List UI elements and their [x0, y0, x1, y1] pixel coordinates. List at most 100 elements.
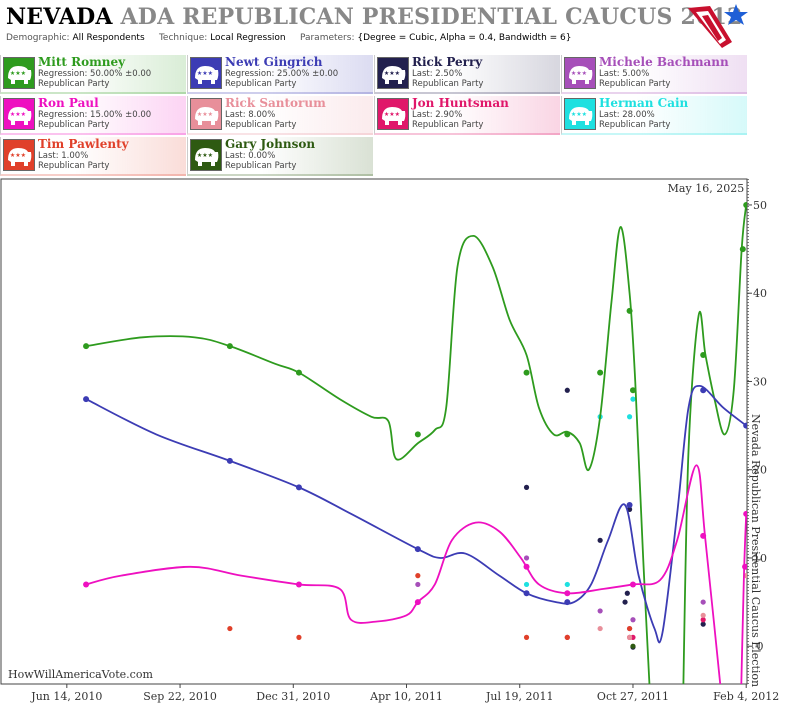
legend-party: Republican Party	[225, 120, 297, 130]
series-point-mitt-romney	[743, 201, 747, 208]
y-tick-label: 10	[753, 552, 767, 565]
scatter-point	[564, 581, 570, 588]
y-tick-label: 0	[757, 640, 764, 653]
elephant-icon: ★★★	[190, 98, 222, 130]
x-tick-label: Sep 22, 2010	[143, 690, 217, 703]
elephant-icon: ★★★	[564, 98, 596, 130]
scatter-point	[630, 617, 636, 623]
legend-name: Mitt Romney	[38, 55, 126, 69]
svg-text:★★★: ★★★	[571, 70, 587, 77]
scatter-point	[622, 599, 628, 605]
scatter-point	[415, 573, 421, 579]
demographic-label: Demographic:	[6, 33, 70, 43]
legend-name: Tim Pawlenty	[38, 137, 129, 151]
series-point-mitt-romney	[626, 307, 633, 314]
legend-name: Newt Gingrich	[225, 55, 323, 69]
scatter-point	[523, 484, 530, 490]
series-line-newt-gingrich	[85, 384, 747, 644]
x-tick-label: Dec 31, 2010	[256, 690, 330, 703]
legend-entry-michele-bachmann: ★★★ Michele Bachmann Last: 5.00% Republica…	[561, 55, 747, 94]
title-rest: ADA REPUBLICAN PRESIDENTIAL CAUCUS 2012	[120, 4, 743, 30]
legend-stat: Regression: 25.00% ±0.00	[225, 69, 339, 79]
series-point-newt-gingrich	[700, 387, 707, 394]
legend-entry-mitt-romney: ★★★ Mitt Romney Regression: 50.00% ±0.00 R…	[0, 55, 186, 94]
legend-entry-rick-perry: ★★★ Rick Perry Last: 2.50% Republican Part…	[374, 55, 560, 94]
legend-stat: Last: 5.00%	[599, 69, 650, 79]
scatter-point	[700, 612, 706, 618]
scatter-point	[523, 555, 530, 561]
svg-text:★★★: ★★★	[10, 70, 26, 77]
scatter-point	[597, 537, 603, 543]
parameters-label: Parameters:	[299, 33, 355, 43]
legend-party: Republican Party	[38, 161, 110, 171]
x-tick-label: Jul 19, 2011	[485, 690, 554, 703]
elephant-icon: ★★★	[190, 139, 222, 171]
scatter-point	[564, 387, 570, 393]
scatter-point	[630, 643, 636, 649]
series-point-mitt-romney	[295, 369, 302, 376]
y-tick-label: 20	[753, 464, 767, 477]
scatter-point	[626, 506, 633, 513]
legend-party: Republican Party	[599, 79, 671, 89]
series-point-ron-paul	[523, 563, 530, 570]
series-point-mitt-romney	[226, 343, 233, 350]
legend-party: Republican Party	[225, 161, 297, 171]
legend-name: Rick Perry	[412, 55, 483, 69]
scatter-point	[624, 590, 630, 596]
legend-entry-gary-johnson: ★★★ Gary Johnson Last: 0.00% Republican Pa…	[187, 137, 373, 176]
technique-label: Technique:	[158, 33, 208, 43]
series-point-ron-paul	[629, 581, 636, 588]
y-tick-label: 40	[753, 287, 767, 300]
scatter-point	[700, 621, 706, 627]
x-tick-label: Oct 27, 2011	[597, 690, 669, 703]
x-tick-label: Apr 10, 2011	[369, 690, 443, 703]
legend-entry-ron-paul: ★★★ Ron Paul Regression: 15.00% ±0.00 Repu…	[0, 96, 186, 135]
legend-party: Republican Party	[412, 79, 484, 89]
series-point-ron-paul	[700, 532, 707, 539]
title-state: NEVADA	[6, 4, 113, 30]
series-line-mitt-romney	[85, 226, 651, 684]
series-point-mitt-romney	[414, 431, 421, 438]
legend-stat: Regression: 15.00% ±0.00	[38, 110, 152, 120]
scatter-point	[523, 634, 530, 640]
legend-stat: Last: 8.00%	[225, 110, 276, 120]
legend-stat: Last: 28.00%	[599, 110, 655, 120]
scatter-point	[296, 634, 302, 640]
svg-text:★★★: ★★★	[384, 70, 400, 77]
legend-entry-jon-huntsman: ★★★ Jon Huntsman Last: 2.90% Republican Pa…	[374, 96, 560, 135]
y-tick-label: 50	[753, 199, 767, 212]
elephant-icon: ★★★	[377, 98, 409, 130]
series-point-newt-gingrich	[83, 396, 90, 403]
elephant-icon: ★★★	[564, 57, 596, 89]
scatter-point	[700, 617, 706, 623]
legend-name: Rick Santorum	[225, 96, 326, 110]
x-tick-label: Feb 4, 2012	[713, 690, 779, 703]
series-point-ron-paul	[743, 510, 747, 517]
scatter-point	[227, 625, 233, 632]
legend-entry-tim-pawlenty: ★★★ Tim Pawlenty Last: 1.00% Republican Pa…	[0, 137, 186, 176]
scatter-point	[700, 599, 706, 605]
series-point-mitt-romney	[83, 343, 90, 350]
svg-text:★★★: ★★★	[10, 111, 26, 118]
series-line-ron-paul	[740, 513, 747, 684]
page-title: NEVADA ADA REPUBLICAN PRESIDENTIAL CAUCU…	[6, 4, 743, 30]
svg-text:★★★: ★★★	[197, 70, 213, 77]
legend-entry-herman-cain: ★★★ Herman Cain Last: 28.00% Republican Pa…	[561, 96, 747, 135]
legend-entry-newt-gingrich: ★★★ Newt Gingrich Regression: 25.00% ±0.0…	[187, 55, 373, 94]
legend-party: Republican Party	[599, 120, 671, 130]
scatter-point	[597, 625, 603, 632]
svg-text:★★★: ★★★	[197, 152, 213, 159]
scatter-point	[597, 608, 603, 614]
legend-party: Republican Party	[225, 79, 297, 89]
x-tick-label: Jun 14, 2010	[30, 690, 102, 703]
series-point-mitt-romney	[597, 369, 604, 376]
date-label: May 16, 2025	[668, 182, 745, 195]
series-point-mitt-romney	[739, 246, 746, 253]
svg-text:★★★: ★★★	[10, 152, 26, 159]
series-point-ron-paul	[742, 563, 747, 570]
series-point-newt-gingrich	[414, 546, 421, 553]
series-point-ron-paul	[414, 599, 421, 606]
series-line-mitt-romney	[682, 204, 747, 684]
legend-name: Jon Huntsman	[412, 96, 509, 110]
elephant-icon: ★★★	[3, 98, 35, 130]
